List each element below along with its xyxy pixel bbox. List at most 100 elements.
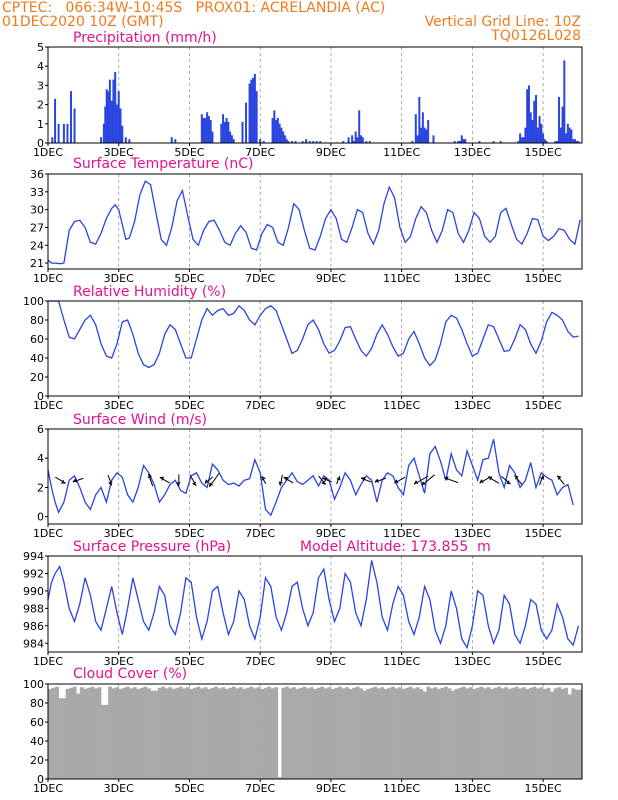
precip-bar bbox=[423, 127, 426, 143]
cloud-bar bbox=[567, 694, 572, 779]
wind-arrow bbox=[514, 475, 523, 485]
x-tick-label: 15DEC bbox=[525, 146, 562, 159]
cloud-title: Cloud Cover (%) bbox=[73, 666, 187, 682]
wind-arrow-head bbox=[479, 479, 484, 484]
precip-bar bbox=[368, 141, 371, 143]
cloud-bar bbox=[51, 687, 56, 779]
x-tick-label: 1DEC bbox=[33, 655, 63, 668]
precip-bar bbox=[565, 133, 568, 143]
cloud-bar bbox=[415, 687, 420, 779]
x-tick-label: 15DEC bbox=[525, 782, 562, 795]
panel-2: 0 20 40 60 80 100 1DEC 3DEC 5DEC 7DEC 9DEC 11DEC 13D… bbox=[23, 295, 583, 412]
precip-bar bbox=[259, 139, 262, 143]
precip-bar bbox=[527, 85, 530, 143]
cloud-bar bbox=[132, 687, 137, 779]
cloud-bar bbox=[444, 686, 448, 779]
precip-bar bbox=[460, 135, 463, 143]
cloud-bar bbox=[168, 687, 173, 779]
cloud-bar bbox=[366, 688, 371, 779]
wind-arrow bbox=[394, 476, 406, 484]
cloud-bar bbox=[376, 688, 381, 779]
y-tick-label: 80 bbox=[30, 697, 44, 710]
cloud-bar bbox=[401, 688, 406, 779]
cloud-bar bbox=[150, 690, 155, 779]
cloud-bar bbox=[292, 687, 296, 779]
x-tick-label: 7DEC bbox=[245, 399, 275, 412]
wind-arrow bbox=[318, 475, 326, 485]
cloud-bar bbox=[253, 688, 257, 779]
y-tick-label: 984 bbox=[23, 637, 44, 650]
precip-bar bbox=[223, 121, 226, 143]
precip-bar bbox=[411, 141, 414, 143]
y-tick-label: 2 bbox=[37, 99, 44, 112]
wind-arrow-head bbox=[72, 478, 77, 483]
cloud-bar bbox=[486, 687, 491, 779]
precip-bar bbox=[519, 133, 522, 143]
precip-bar bbox=[222, 114, 225, 143]
cloud-bar bbox=[111, 688, 116, 779]
wind-arrow bbox=[360, 477, 372, 483]
cloud-bar bbox=[490, 688, 494, 779]
precip-bar bbox=[540, 123, 543, 143]
precip-bar bbox=[361, 137, 364, 143]
wind-arrow-head bbox=[557, 475, 562, 480]
cloud-bar bbox=[373, 686, 378, 779]
wind-arrow-head bbox=[159, 476, 165, 481]
cloud-bar bbox=[334, 687, 339, 779]
panel-frame bbox=[47, 683, 583, 780]
cloud-bar bbox=[214, 686, 219, 779]
precip-bar bbox=[533, 100, 536, 143]
precip-bar bbox=[105, 89, 108, 143]
precip-bar bbox=[124, 137, 127, 143]
precip-bar bbox=[207, 116, 210, 143]
cloud-bar bbox=[235, 688, 240, 779]
y-tick-label: 0 bbox=[37, 773, 44, 786]
precip-bar bbox=[100, 137, 103, 143]
cloud-bar bbox=[525, 688, 530, 779]
wind-arrow-head bbox=[192, 481, 197, 486]
cloud-bar bbox=[560, 688, 565, 779]
precip-bar bbox=[524, 127, 527, 143]
cloud-bar bbox=[115, 687, 120, 779]
precip-bar bbox=[352, 141, 355, 143]
precip-bar bbox=[418, 96, 421, 143]
cloud-bar bbox=[55, 686, 59, 779]
panels: 0 1 2 3 4 5 1DEC 3DEC 5DEC 7DEC 9DEC 11DEC 13DEC 15DE… bbox=[23, 41, 583, 795]
model-altitude: Model Altitude: 173.855 m bbox=[300, 539, 491, 555]
wind-arrow-head bbox=[321, 480, 326, 485]
precip-bar bbox=[294, 141, 297, 143]
y-tick-label: 4 bbox=[37, 452, 44, 465]
wind-arrow-head bbox=[336, 476, 341, 481]
y-tick-label: 33 bbox=[30, 186, 44, 199]
x-tick-label: 5DEC bbox=[174, 655, 204, 668]
precip-bar bbox=[121, 125, 124, 143]
precip-bar bbox=[174, 139, 177, 143]
cloud-bar bbox=[521, 687, 526, 779]
precip-bar bbox=[108, 79, 111, 143]
cloud-bar bbox=[564, 687, 569, 779]
wind-arrow bbox=[322, 478, 333, 483]
precip-bar bbox=[250, 79, 253, 143]
panel-frame bbox=[47, 300, 583, 397]
precip-bar bbox=[200, 114, 203, 143]
wind-arrow bbox=[336, 476, 340, 485]
y-tick-label: 30 bbox=[30, 204, 44, 217]
precip-bar bbox=[538, 116, 541, 143]
y-tick-label: 27 bbox=[30, 221, 44, 234]
precip-bar bbox=[319, 141, 322, 143]
cloud-bar bbox=[97, 687, 102, 779]
x-tick-label: 9DEC bbox=[316, 782, 346, 795]
cloud-bar bbox=[507, 688, 512, 779]
panel-frame bbox=[47, 555, 583, 653]
y-tick-label: 994 bbox=[23, 550, 44, 563]
cloud-bar bbox=[316, 687, 321, 779]
pressure-title: Surface Pressure (hPa) bbox=[73, 539, 231, 555]
cloud-bar bbox=[86, 687, 91, 779]
cloud-bar bbox=[228, 687, 233, 779]
y-tick-label: 60 bbox=[30, 716, 44, 729]
cloud-bar bbox=[309, 687, 314, 779]
cloud-bar bbox=[514, 686, 519, 779]
x-tick-label: 7DEC bbox=[245, 782, 275, 795]
wind-arrow bbox=[556, 475, 565, 485]
y-tick-label: 80 bbox=[30, 314, 44, 327]
